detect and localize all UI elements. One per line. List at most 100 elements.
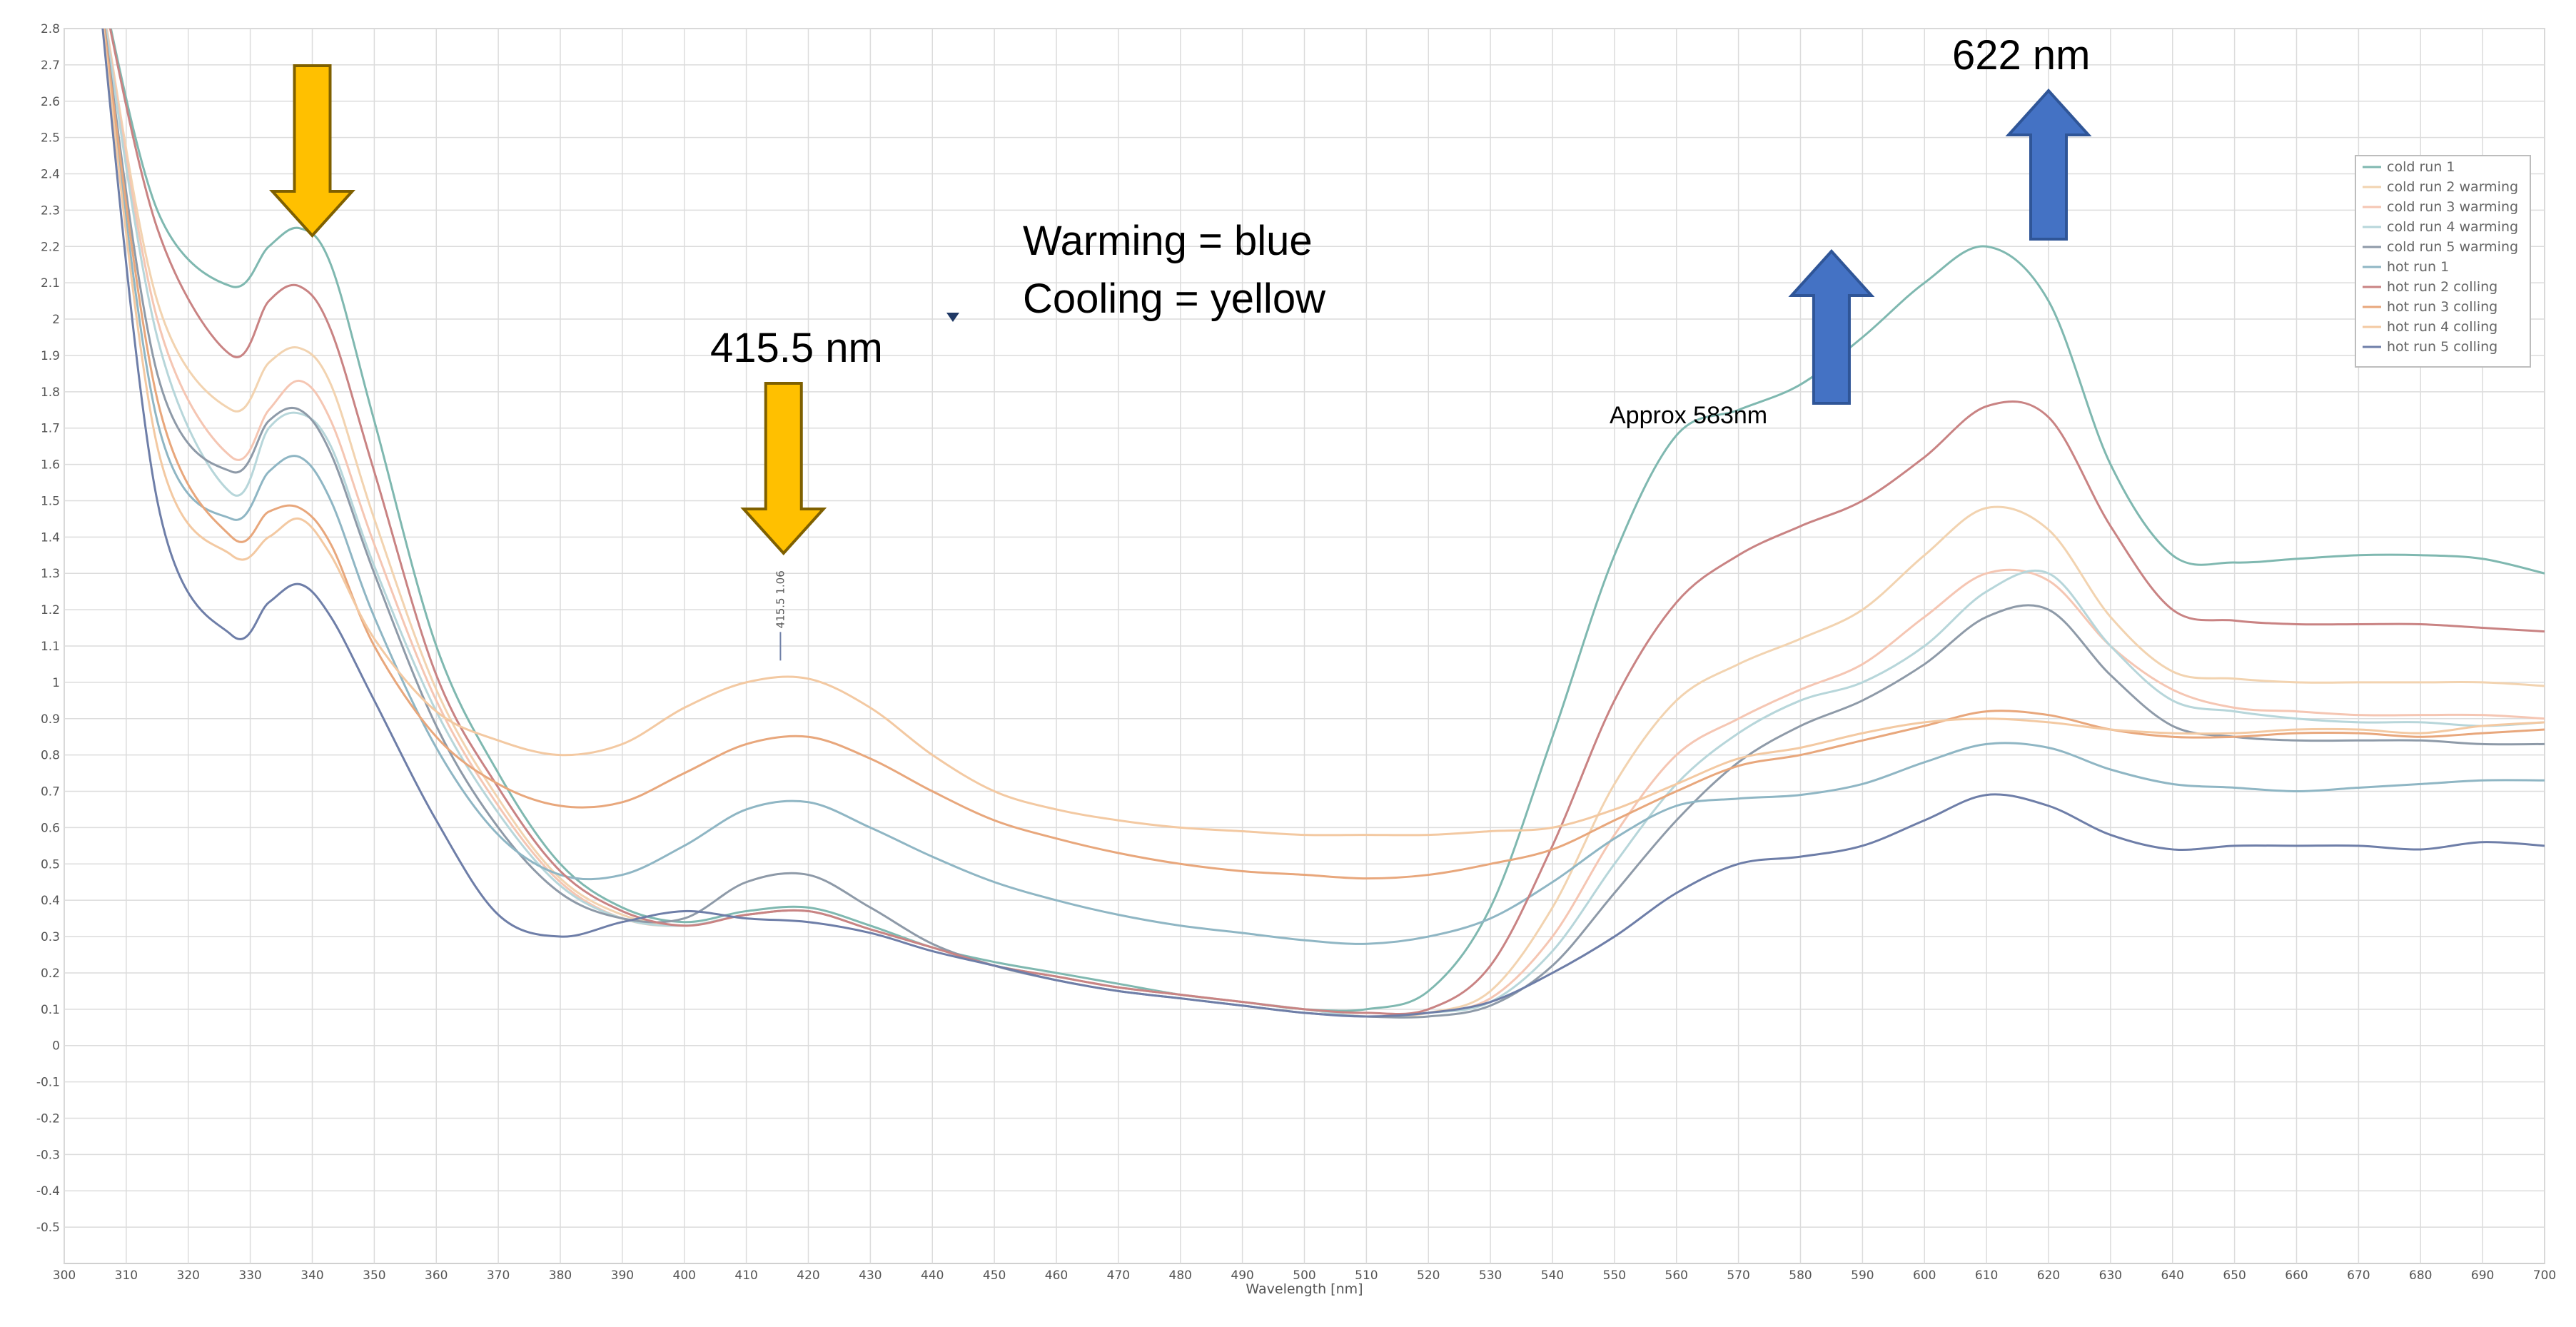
y-axis-ticks: -0.5 -0.4 -0.3 -0.2 -0.1 0 0.1 0.2 0.3 0.4 0.5 0.6 0… [36,22,60,1235]
chart-grid [64,28,2545,1264]
x-tick-label: 420 [797,1268,819,1283]
peak-marker-label: 415.5 1.06 [774,570,787,628]
x-tick-label: 480 [1169,1268,1192,1283]
series-line-6 [103,29,2545,945]
legend-entry: hot run 4 colling [2387,319,2497,335]
x-tick-label: 380 [549,1268,572,1283]
x-tick-label: 560 [1665,1268,1688,1283]
y-tick-label: 1.1 [41,640,60,654]
y-tick-label: 0.6 [41,821,60,835]
y-tick-label: 1.6 [41,458,60,473]
y-tick-label: 0.4 [41,894,60,908]
x-tick-label: 670 [2347,1268,2370,1283]
legend-entry: cold run 3 warming [2387,199,2518,215]
annotation-warming: Warming = blue [1023,218,1313,264]
legend-box [2355,155,2531,368]
x-tick-label: 570 [1727,1268,1749,1283]
x-tick-label: 450 [983,1268,1006,1283]
x-tick-label: 320 [177,1268,200,1283]
annotation-cooling: Cooling = yellow [1023,276,1326,322]
x-tick-label: 630 [2099,1268,2122,1283]
up-arrow-icon [1788,249,1875,405]
x-tick-label: 530 [1479,1268,1502,1283]
x-axis-ticks: 300 310 320 330 340 350 360 370 380 390 400 410 420 4… [53,1268,2556,1283]
x-tick-label: 600 [1913,1268,1936,1283]
y-tick-label: 1.5 [41,494,60,508]
x-tick-label: 520 [1417,1268,1440,1283]
x-tick-label: 580 [1789,1268,1812,1283]
x-tick-label: 640 [2161,1268,2184,1283]
legend-entry: cold run 1 [2387,159,2455,175]
peak-marker-415: 415.5 1.06 [774,570,787,661]
x-tick-label: 390 [611,1268,634,1283]
x-tick-label: 470 [1107,1268,1130,1283]
y-tick-label: 1.7 [41,422,60,436]
x-tick-label: 350 [363,1268,385,1283]
x-tick-label: 680 [2409,1268,2432,1283]
y-tick-label: 0.3 [41,930,60,944]
y-tick-label: 2.8 [41,22,60,36]
x-axis-title: Wavelength [nm] [1246,1281,1363,1297]
up-arrow-icon [2005,89,2092,241]
y-tick-label: 1.8 [41,385,60,400]
y-tick-label: -0.5 [36,1221,60,1235]
legend-entry: hot run 3 colling [2387,299,2497,315]
y-tick-label: 1.9 [41,349,60,363]
x-tick-label: 490 [1231,1268,1253,1283]
y-tick-label: 2.7 [41,59,60,73]
x-tick-label: 460 [1045,1268,1068,1283]
series-line-7 [108,29,2545,1016]
x-tick-label: 340 [300,1268,323,1283]
x-tick-label: 510 [1355,1268,1378,1283]
y-tick-label: 2.6 [41,95,60,109]
x-tick-label: 690 [2471,1268,2494,1283]
y-tick-label: -0.2 [36,1111,60,1126]
y-tick-label: 0.8 [41,749,60,763]
y-tick-label: 0.1 [41,1003,60,1017]
series-line-9 [102,29,2545,837]
y-tick-label: 1 [52,676,60,690]
y-tick-label: -0.4 [36,1184,60,1199]
series-line-8 [103,29,2545,880]
y-tick-label: -0.1 [36,1076,60,1090]
y-tick-label: 2.3 [41,203,60,218]
chart-legend: cold run 1 cold run 2 warming cold run 3 w… [2355,155,2531,368]
x-tick-label: 620 [2037,1268,2060,1283]
y-tick-label: 0.9 [41,712,60,727]
y-tick-label: 0.5 [41,857,60,872]
series-line-10 [101,29,2545,1018]
y-tick-label: 2 [52,313,60,327]
x-tick-label: 430 [859,1268,882,1283]
series-lines [101,29,2545,1019]
y-tick-label: -0.3 [36,1148,60,1162]
y-tick-label: 2.4 [41,168,60,182]
x-tick-label: 660 [2285,1268,2308,1283]
x-tick-label: 440 [921,1268,944,1283]
x-tick-label: 400 [673,1268,696,1283]
x-tick-label: 310 [115,1268,138,1283]
y-tick-label: 2.5 [41,131,60,146]
annotation-622-nm: 622 nm [1952,32,2090,79]
x-tick-label: 610 [1975,1268,1998,1283]
y-tick-label: 2.2 [41,240,60,254]
x-tick-label: 540 [1541,1268,1564,1283]
y-tick-label: 0 [52,1039,60,1054]
x-tick-label: 370 [487,1268,510,1283]
small-marker-icon [946,313,959,322]
x-tick-label: 360 [425,1268,448,1283]
legend-entry: cold run 2 warming [2387,179,2518,195]
x-tick-label: 590 [1851,1268,1874,1283]
down-arrow-icon [740,382,827,555]
x-tick-label: 300 [53,1268,76,1283]
y-tick-label: 1.3 [41,567,60,581]
annotation-arrows [268,64,2092,555]
down-arrow-icon [268,64,356,238]
x-tick-label: 500 [1293,1268,1315,1283]
annotation-583-nm: Approx 583nm [1610,402,1767,429]
series-line-1 [109,29,2545,1012]
y-tick-label: 1.4 [41,530,60,545]
x-tick-label: 700 [2533,1268,2556,1283]
legend-entry: hot run 2 colling [2387,279,2497,295]
x-tick-label: 330 [238,1268,261,1283]
